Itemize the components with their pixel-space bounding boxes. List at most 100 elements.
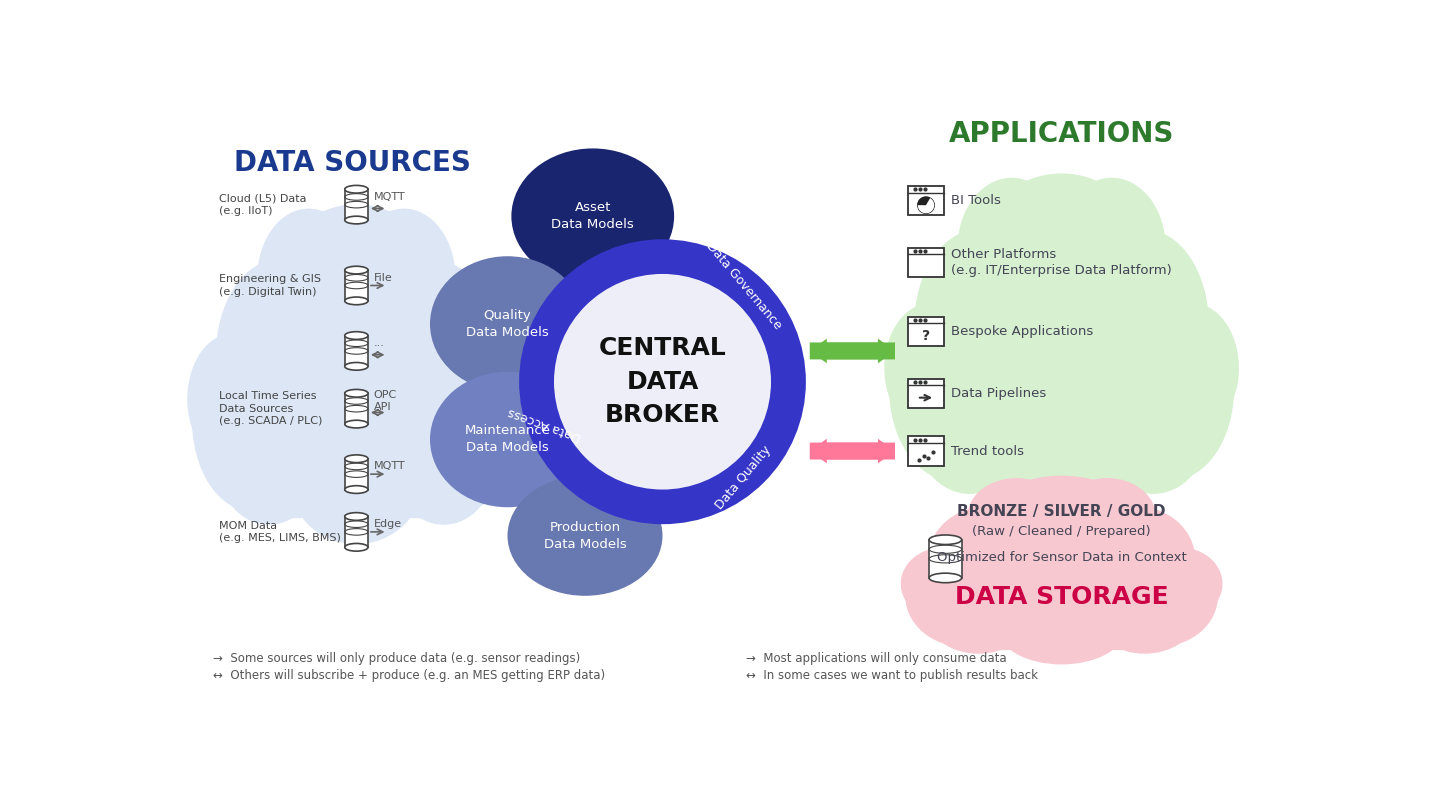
Text: →  Some sources will only produce data (e.g. sensor readings): → Some sources will only produce data (e… (213, 652, 581, 666)
Ellipse shape (958, 204, 1165, 498)
Ellipse shape (992, 383, 1131, 512)
Text: Production
Data Models: Production Data Models (543, 521, 626, 550)
Text: BI Tools: BI Tools (951, 194, 1000, 207)
Ellipse shape (1102, 546, 1217, 646)
Ellipse shape (901, 548, 986, 620)
Ellipse shape (929, 535, 961, 545)
Ellipse shape (890, 299, 1016, 480)
Ellipse shape (511, 148, 674, 284)
FancyBboxPatch shape (345, 336, 368, 366)
Ellipse shape (354, 209, 454, 347)
Ellipse shape (958, 187, 1105, 394)
Ellipse shape (1022, 483, 1155, 598)
Text: →  Most applications will only consume data: → Most applications will only consume da… (747, 652, 1008, 666)
Ellipse shape (983, 476, 1140, 572)
FancyBboxPatch shape (345, 270, 368, 301)
Text: Optimized for Sensor Data in Context: Optimized for Sensor Data in Context (936, 551, 1187, 564)
Ellipse shape (914, 230, 1041, 420)
Ellipse shape (1107, 299, 1233, 480)
Ellipse shape (508, 475, 662, 596)
Ellipse shape (217, 261, 338, 451)
Ellipse shape (314, 218, 454, 424)
Text: Asset
Data Models: Asset Data Models (552, 201, 635, 231)
Ellipse shape (914, 236, 1082, 487)
Ellipse shape (345, 390, 368, 397)
FancyBboxPatch shape (345, 393, 368, 424)
FancyBboxPatch shape (345, 516, 368, 547)
FancyBboxPatch shape (345, 189, 368, 220)
FancyBboxPatch shape (909, 317, 943, 346)
Ellipse shape (345, 186, 368, 193)
FancyBboxPatch shape (909, 248, 943, 277)
Text: MQTT: MQTT (373, 462, 405, 471)
Wedge shape (917, 198, 935, 213)
Ellipse shape (345, 420, 368, 428)
Ellipse shape (258, 218, 397, 424)
Text: BRONZE / SILVER / GOLD: BRONZE / SILVER / GOLD (958, 504, 1166, 519)
Ellipse shape (1059, 178, 1165, 316)
Ellipse shape (958, 178, 1064, 316)
Ellipse shape (1082, 230, 1208, 420)
Ellipse shape (1018, 187, 1165, 394)
Ellipse shape (345, 216, 368, 224)
Ellipse shape (930, 586, 1026, 653)
Ellipse shape (345, 512, 368, 521)
Ellipse shape (217, 267, 376, 517)
Ellipse shape (1137, 548, 1222, 620)
FancyBboxPatch shape (909, 378, 943, 408)
FancyBboxPatch shape (929, 540, 961, 578)
Text: Edge: Edge (373, 519, 402, 529)
Text: Data Governance: Data Governance (703, 240, 783, 332)
Ellipse shape (274, 205, 440, 378)
Text: Data Quality: Data Quality (713, 443, 773, 512)
Ellipse shape (345, 362, 368, 370)
Text: Other Platforms
(e.g. IT/Enterprise Data Platform): Other Platforms (e.g. IT/Enterprise Data… (951, 248, 1172, 277)
Text: ?: ? (922, 329, 930, 343)
Text: ↔  In some cases we want to publish results back: ↔ In some cases we want to publish resul… (747, 669, 1038, 683)
Ellipse shape (345, 486, 368, 493)
Circle shape (553, 274, 772, 490)
Text: Engineering & GIS
(e.g. Digital Twin): Engineering & GIS (e.g. Digital Twin) (220, 274, 322, 297)
Ellipse shape (393, 404, 495, 524)
Text: Trend tools: Trend tools (951, 445, 1024, 458)
FancyArrow shape (810, 439, 895, 463)
Text: File: File (373, 273, 392, 282)
Text: DATA SOURCES: DATA SOURCES (234, 149, 470, 178)
Ellipse shape (430, 372, 585, 508)
FancyArrow shape (810, 439, 895, 463)
Circle shape (520, 240, 805, 525)
Text: ...: ... (373, 338, 384, 349)
Text: (Raw / Cleaned / Prepared): (Raw / Cleaned / Prepared) (973, 525, 1150, 538)
Text: DATA STORAGE: DATA STORAGE (955, 585, 1168, 609)
FancyBboxPatch shape (345, 458, 368, 490)
Ellipse shape (968, 493, 1155, 655)
Ellipse shape (929, 508, 1044, 613)
Ellipse shape (1096, 586, 1192, 653)
Ellipse shape (399, 330, 520, 511)
Text: Data Access: Data Access (505, 405, 582, 444)
Ellipse shape (290, 414, 424, 543)
Text: Data Pipelines: Data Pipelines (951, 387, 1045, 399)
Ellipse shape (345, 332, 368, 340)
Ellipse shape (218, 404, 320, 524)
Ellipse shape (1059, 479, 1155, 555)
Ellipse shape (1044, 511, 1194, 650)
Ellipse shape (192, 330, 313, 511)
Ellipse shape (1099, 373, 1207, 493)
Ellipse shape (345, 543, 368, 551)
Ellipse shape (885, 303, 978, 433)
Text: CENTRAL
DATA
BROKER: CENTRAL DATA BROKER (598, 337, 727, 427)
Text: Local Time Series
Data Sources
(e.g. SCADA / PLC): Local Time Series Data Sources (e.g. SCA… (220, 391, 323, 426)
Ellipse shape (929, 511, 1080, 650)
Ellipse shape (1144, 303, 1238, 433)
Circle shape (917, 197, 935, 213)
Text: Maintenance
Data Models: Maintenance Data Models (464, 424, 550, 454)
Text: MQTT: MQTT (373, 192, 405, 202)
Ellipse shape (906, 546, 1021, 646)
Text: Cloud (L5) Data
(e.g. IIoT): Cloud (L5) Data (e.g. IIoT) (220, 194, 307, 215)
Ellipse shape (258, 235, 454, 529)
Text: ↔  Others will subscribe + produce (e.g. an MES getting ERP data): ↔ Others will subscribe + produce (e.g. … (213, 669, 606, 683)
Ellipse shape (968, 479, 1064, 555)
Ellipse shape (188, 334, 277, 464)
Ellipse shape (435, 334, 524, 464)
